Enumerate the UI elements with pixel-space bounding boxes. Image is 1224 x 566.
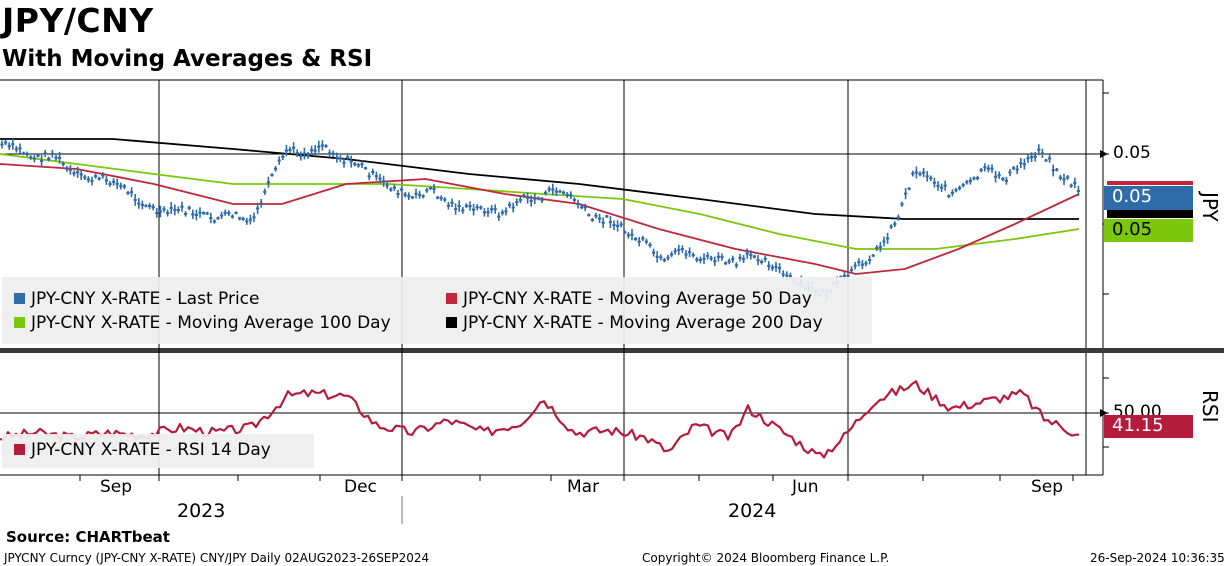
panel-divider[interactable]: [0, 348, 1224, 353]
x-month-label-sep-2024: Sep: [1031, 477, 1064, 497]
price-legend: JPY-CNY X-RATE - Last Price JPY-CNY X-RA…: [2, 277, 872, 344]
legend-label-rsi: JPY-CNY X-RATE - RSI 14 Day: [31, 440, 271, 460]
legend-item-ma50: JPY-CNY X-RATE - Moving Average 50 Day: [446, 288, 812, 310]
x-year-label-2023: 2023: [177, 500, 226, 522]
x-axis-ticks: [79, 475, 1074, 481]
tag-ma50-stripe: [1107, 181, 1193, 185]
rsi-value-tag: 41.15: [1104, 415, 1193, 438]
legend-swatch-rsi: [14, 444, 25, 455]
legend-label-last-price: JPY-CNY X-RATE - Last Price: [31, 289, 260, 309]
legend-swatch-ma200: [446, 317, 457, 328]
source-label: Source: CHARTbeat: [6, 528, 170, 546]
legend-label-ma100: JPY-CNY X-RATE - Moving Average 100 Day: [31, 313, 391, 333]
rsi-legend: JPY-CNY X-RATE - RSI 14 Day: [2, 434, 314, 468]
price-axis-title: JPY: [1198, 192, 1222, 222]
legend-item-rsi: JPY-CNY X-RATE - RSI 14 Day: [14, 439, 271, 461]
legend-item-ma200: JPY-CNY X-RATE - Moving Average 200 Day: [446, 312, 823, 334]
footer-ticker-info: JPYCNY Curncy (JPY-CNY X-RATE) CNY/JPY D…: [4, 551, 430, 565]
x-month-label-jun-2024: Jun: [792, 477, 819, 497]
rsi-axis-title: RSI: [1198, 390, 1222, 423]
y-axis-ticks: [1100, 92, 1109, 448]
footer-copyright: Copyright© 2024 Bloomberg Finance L.P.: [642, 551, 890, 565]
legend-swatch-last-price: [14, 293, 25, 304]
legend-swatch-ma50: [446, 293, 457, 304]
legend-item-ma100: JPY-CNY X-RATE - Moving Average 100 Day: [14, 312, 391, 334]
x-month-label-sep-2023: Sep: [100, 477, 133, 497]
legend-swatch-ma100: [14, 317, 25, 328]
x-month-label-mar-2024: Mar: [567, 477, 600, 497]
rsi-marks: [0, 380, 1079, 459]
last-price-tag: 0.05: [1104, 186, 1193, 210]
ma100-tag: 0.05: [1104, 219, 1193, 242]
legend-label-ma200: JPY-CNY X-RATE - Moving Average 200 Day: [463, 313, 823, 333]
chart-subtitle: With Moving Averages & RSI: [2, 46, 373, 72]
tag-ma200-stripe: [1107, 210, 1193, 218]
price-panel-frame: [0, 79, 1104, 348]
ma100-line: [0, 153, 1080, 250]
rsi-line: [0, 380, 1079, 459]
legend-item-last-price: JPY-CNY X-RATE - Last Price: [14, 288, 260, 310]
legend-label-ma50: JPY-CNY X-RATE - Moving Average 50 Day: [463, 289, 812, 309]
chart-title: JPY/CNY: [2, 1, 154, 40]
ma200-line: [0, 138, 1079, 220]
price-marks: [0, 138, 1080, 301]
footer-timestamp: 26-Sep-2024 10:36:35: [1090, 551, 1224, 565]
price-y-tick-label: 0.05: [1113, 143, 1151, 163]
x-year-label-2024: 2024: [728, 500, 777, 522]
x-month-label-dec-2023: Dec: [344, 477, 377, 497]
